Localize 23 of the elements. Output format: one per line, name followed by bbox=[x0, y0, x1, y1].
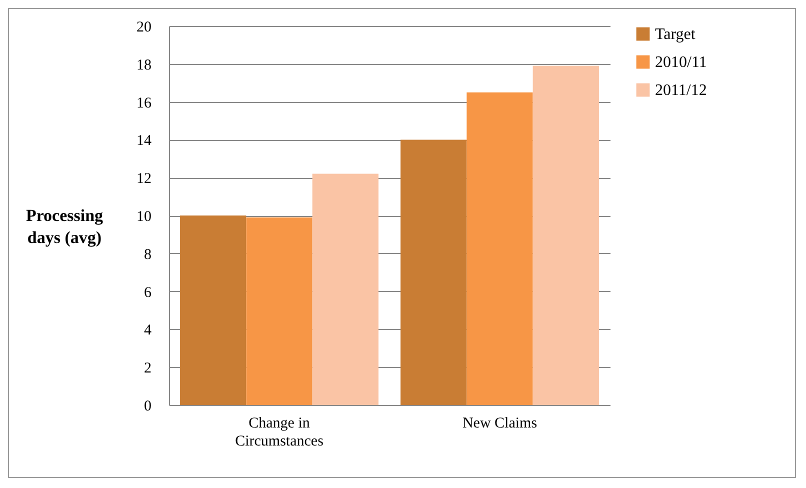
y-tick-label: 6 bbox=[144, 284, 152, 301]
bar bbox=[532, 66, 599, 405]
bar bbox=[246, 217, 312, 405]
y-tick-label: 12 bbox=[136, 171, 152, 188]
legend-label: 2011/12 bbox=[655, 82, 707, 99]
y-tick-label: 2 bbox=[144, 360, 152, 377]
x-tick-label: Change in Circumstances bbox=[235, 416, 324, 450]
legend-label: 2010/11 bbox=[655, 54, 707, 71]
y-tick-label: 14 bbox=[136, 133, 152, 150]
y-tick-label: 20 bbox=[136, 20, 152, 36]
y-tick-label: 18 bbox=[136, 57, 152, 74]
y-tick-label: 8 bbox=[144, 246, 152, 263]
bar bbox=[400, 140, 467, 405]
x-tick-label: New Claims bbox=[462, 416, 538, 432]
y-tick-label: 10 bbox=[136, 209, 152, 225]
bar bbox=[466, 92, 533, 405]
y-tick-label: 16 bbox=[136, 95, 152, 112]
y-axis-title: Processing days (avg) bbox=[26, 206, 104, 247]
y-tick-label: 4 bbox=[144, 322, 152, 339]
legend-label: Target bbox=[655, 26, 696, 43]
y-tick-label: 0 bbox=[144, 398, 152, 414]
bar bbox=[312, 174, 378, 405]
bar bbox=[180, 216, 246, 405]
